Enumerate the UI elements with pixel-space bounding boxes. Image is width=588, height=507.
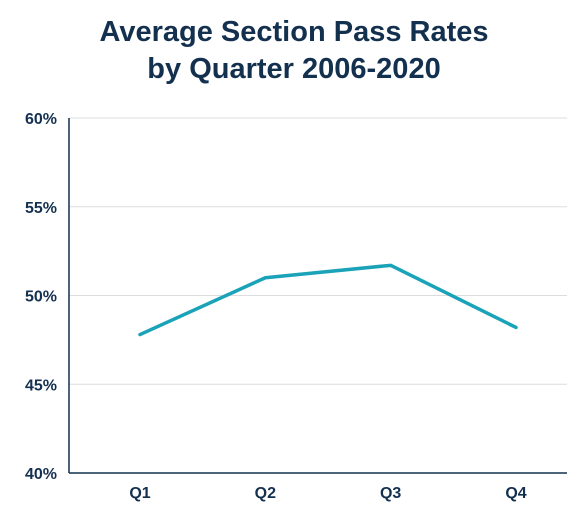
y-tick-label: 50%: [25, 289, 57, 306]
series-line-0: [138, 263, 518, 337]
y-tick-label: 55%: [25, 200, 57, 217]
chart-title-line-2: by Quarter 2006-2020: [147, 53, 441, 85]
series-layer: [138, 263, 518, 337]
y-tick-label: 60%: [25, 111, 57, 128]
gridlines: [69, 117, 567, 385]
y-tick-labels: 40% 45% 50% 55% 60%: [25, 111, 57, 483]
x-tick-label: Q2: [255, 485, 276, 502]
y-tick-label: 40%: [25, 466, 57, 483]
chart-title: Average Section Pass Rates by Quarter 20…: [0, 14, 588, 88]
y-tick-label: 45%: [25, 377, 57, 394]
axes: [68, 118, 567, 474]
x-tick-label: Q3: [380, 485, 401, 502]
chart-title-line-1: Average Section Pass Rates: [99, 16, 489, 48]
x-tick-label: Q1: [129, 485, 150, 502]
x-tick-labels: Q1 Q2 Q3 Q4: [129, 485, 526, 502]
x-tick-label: Q4: [505, 485, 526, 502]
